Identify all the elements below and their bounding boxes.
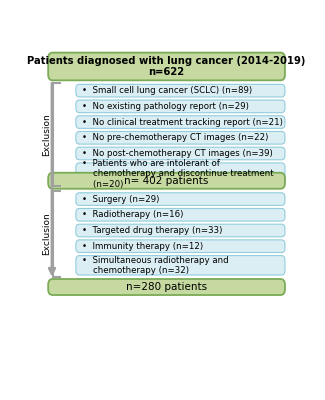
Text: •  No clinical treatment tracking report (n=21): • No clinical treatment tracking report … <box>82 118 283 126</box>
Text: •  Patients who are intolerant of
    chemotherapy and discontinue treatment
   : • Patients who are intolerant of chemoth… <box>82 159 274 189</box>
Text: n= 402 patients: n= 402 patients <box>124 176 209 186</box>
Text: •  Surgery (n=29): • Surgery (n=29) <box>82 194 160 204</box>
FancyBboxPatch shape <box>76 256 285 275</box>
Text: n=280 patients: n=280 patients <box>126 282 207 292</box>
Text: •  No post-chemotherapy CT images (n=39): • No post-chemotherapy CT images (n=39) <box>82 149 273 158</box>
Text: •  Small cell lung cancer (SCLC) (n=89): • Small cell lung cancer (SCLC) (n=89) <box>82 86 252 95</box>
FancyBboxPatch shape <box>76 147 285 160</box>
FancyBboxPatch shape <box>76 163 285 185</box>
FancyBboxPatch shape <box>76 208 285 221</box>
Text: Patients diagnosed with lung cancer (2014-2019)
n=622: Patients diagnosed with lung cancer (201… <box>27 56 306 77</box>
FancyBboxPatch shape <box>48 53 285 80</box>
FancyBboxPatch shape <box>76 84 285 97</box>
Text: •  Radiotherapy (n=16): • Radiotherapy (n=16) <box>82 210 184 219</box>
Text: Exclusion: Exclusion <box>42 212 51 255</box>
Text: •  No existing pathology report (n=29): • No existing pathology report (n=29) <box>82 102 249 111</box>
Text: Exclusion: Exclusion <box>42 113 51 156</box>
Text: •  No pre-chemotherapy CT images (n=22): • No pre-chemotherapy CT images (n=22) <box>82 133 268 142</box>
Text: •  Simultaneous radiotherapy and
    chemotherapy (n=32): • Simultaneous radiotherapy and chemothe… <box>82 256 229 275</box>
FancyBboxPatch shape <box>76 132 285 144</box>
Text: •  Targeted drug therapy (n=33): • Targeted drug therapy (n=33) <box>82 226 223 235</box>
FancyBboxPatch shape <box>76 240 285 252</box>
FancyBboxPatch shape <box>76 224 285 237</box>
FancyBboxPatch shape <box>76 116 285 128</box>
FancyBboxPatch shape <box>76 100 285 113</box>
FancyBboxPatch shape <box>48 173 285 189</box>
Text: •  Immunity therapy (n=12): • Immunity therapy (n=12) <box>82 242 203 251</box>
FancyBboxPatch shape <box>48 279 285 295</box>
FancyBboxPatch shape <box>76 193 285 205</box>
